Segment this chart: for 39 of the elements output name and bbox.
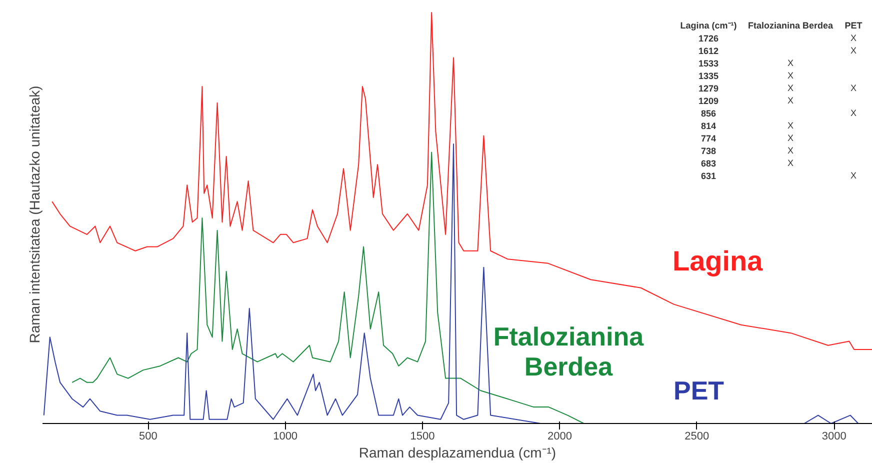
annotation: 683	[700, 158, 716, 168]
x-tick-label: 2500	[684, 430, 710, 442]
annotation: X	[850, 33, 857, 43]
series-label: PET	[674, 376, 724, 406]
annotation: X	[788, 58, 794, 68]
x-tick-label: 500	[138, 430, 158, 442]
annotation: X	[788, 96, 794, 106]
annotation: 774	[700, 134, 716, 144]
x-tick-label: 1000	[273, 430, 298, 442]
annotation: X	[850, 46, 857, 56]
x-tick-label: 3000	[822, 430, 846, 442]
annotation: X	[850, 108, 857, 118]
annotation: 1209	[698, 96, 719, 106]
annotation: X	[850, 170, 857, 180]
x-axis-title: Raman desplazamendua (cm⁻¹)	[358, 444, 556, 460]
y-axis-title: Raman intentsitatea (Hautazko unitateak)	[26, 86, 42, 344]
annotation: X	[788, 158, 794, 168]
series-label: Ftalozianina Berdea	[493, 322, 644, 382]
x-tick-label: 1500	[410, 430, 435, 442]
annotation: 631	[700, 171, 716, 181]
annotation: 814	[700, 121, 716, 131]
annotation: 738	[700, 146, 716, 156]
annotation: X	[850, 83, 857, 93]
annotation: Ftalozianina Berdea	[748, 20, 834, 30]
annotation: 1612	[698, 46, 719, 56]
annotation: 1726	[698, 34, 719, 44]
annotation: 1335	[698, 71, 719, 81]
annotation: 1533	[698, 58, 719, 68]
annotation: PET	[844, 20, 863, 30]
annotation: Lagina (cm⁻¹)	[680, 20, 737, 30]
annotation: X	[788, 120, 794, 130]
series-label: Lagina	[672, 246, 764, 276]
annotation: 1279	[698, 84, 719, 94]
annotation: X	[788, 133, 794, 143]
annotation: X	[788, 83, 794, 93]
annotation: 856	[700, 108, 716, 118]
annotation: X	[788, 70, 794, 80]
annotation: X	[788, 146, 794, 156]
x-tick-label: 2000	[547, 430, 572, 442]
